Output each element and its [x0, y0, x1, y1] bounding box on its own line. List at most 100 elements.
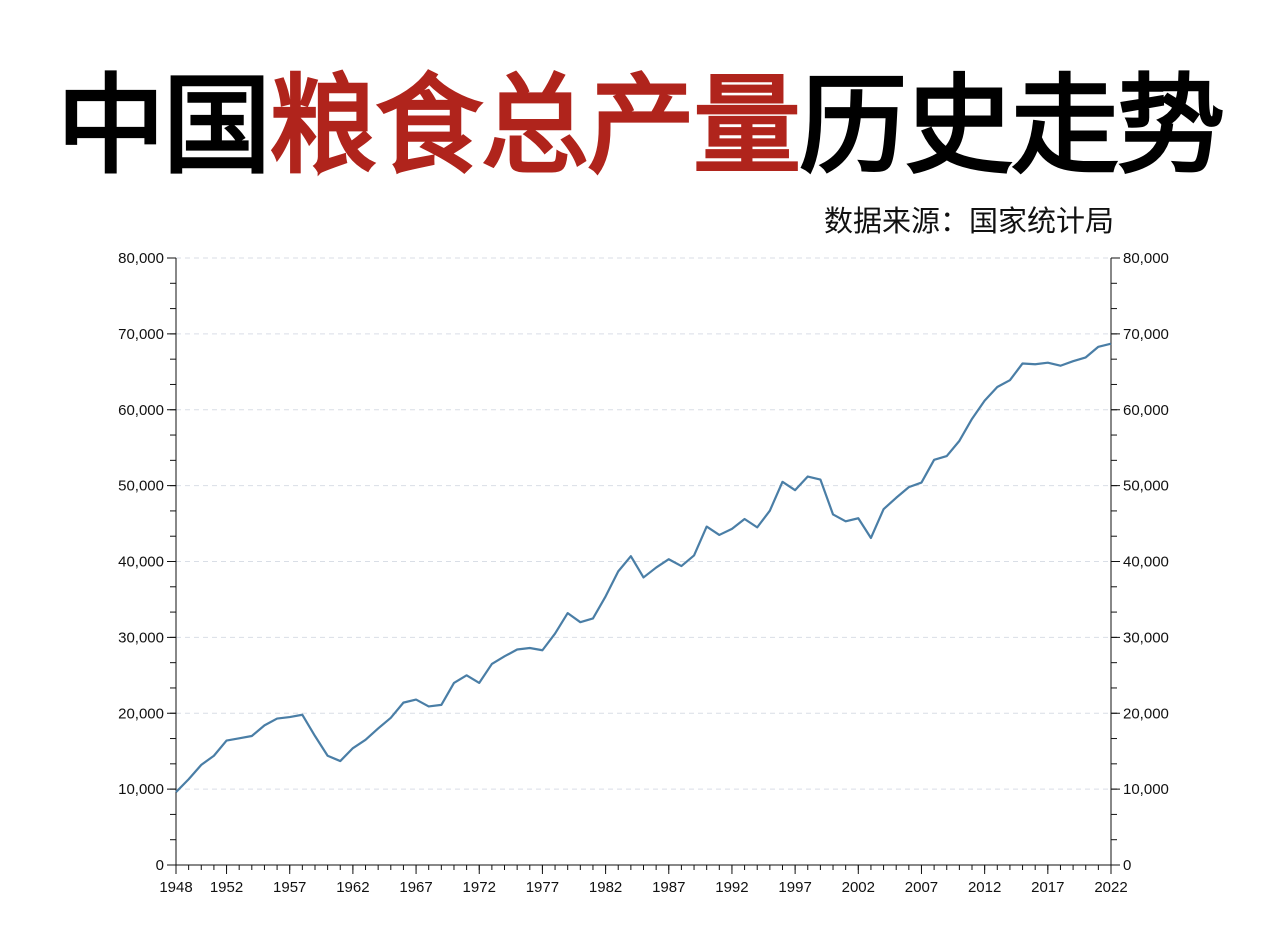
- y-tick-label-right: 50,000: [1123, 478, 1169, 495]
- y-tick-label-left: 80,000: [118, 250, 164, 267]
- x-tick-label: 2022: [1094, 879, 1127, 896]
- data-point: [352, 747, 354, 749]
- x-tick-label: 1952: [210, 879, 243, 896]
- data-point: [794, 489, 796, 491]
- y-tick-label-right: 20,000: [1123, 705, 1169, 722]
- data-point: [402, 701, 404, 703]
- data-point: [566, 612, 568, 614]
- data-point: [529, 647, 531, 649]
- data-point: [996, 386, 998, 388]
- x-tick-label: 2007: [905, 879, 938, 896]
- x-tick-label: 1972: [463, 879, 496, 896]
- data-point: [604, 595, 606, 597]
- y-tick-label-left: 50,000: [118, 478, 164, 495]
- data-point: [693, 554, 695, 556]
- y-tick-label-left: 0: [156, 857, 164, 874]
- data-point: [642, 576, 644, 578]
- y-tick-label-left: 20,000: [118, 705, 164, 722]
- y-tick-label-right: 80,000: [1123, 250, 1169, 267]
- data-point: [213, 755, 215, 757]
- data-point: [263, 724, 265, 726]
- data-point: [225, 739, 227, 741]
- data-source-note: 数据来源：国家统计局: [823, 204, 1114, 238]
- series-layer: [175, 342, 1112, 793]
- data-point: [326, 755, 328, 757]
- x-tick-label: 2012: [968, 879, 1001, 896]
- x-tick-label: 2017: [1031, 879, 1064, 896]
- data-point: [743, 518, 745, 520]
- y-tick-label-left: 40,000: [118, 554, 164, 571]
- data-point: [503, 655, 505, 657]
- data-point: [516, 648, 518, 650]
- data-point: [200, 764, 202, 766]
- data-point: [175, 791, 177, 793]
- data-point: [339, 760, 341, 762]
- data-point: [251, 735, 253, 737]
- data-point: [882, 508, 884, 510]
- data-point: [1085, 356, 1087, 358]
- data-point: [895, 497, 897, 499]
- x-tick-label: 1982: [589, 879, 622, 896]
- title-part-grain-output: 粮食总产量: [268, 64, 801, 189]
- y-tick-label-right: 70,000: [1123, 326, 1169, 343]
- data-point: [933, 459, 935, 461]
- data-point: [1034, 363, 1036, 365]
- x-tick-label: 1967: [399, 879, 432, 896]
- x-tick-label: 1962: [336, 879, 369, 896]
- data-point: [377, 727, 379, 729]
- data-point: [769, 509, 771, 511]
- y-tick-label-left: 70,000: [118, 326, 164, 343]
- data-point: [1072, 360, 1074, 362]
- data-point: [857, 517, 859, 519]
- y-tick-label-left: 10,000: [118, 781, 164, 798]
- data-point: [630, 555, 632, 557]
- data-point: [364, 739, 366, 741]
- axes: 0 0 10,000 10,000 20,000 20,000 30,000 30,000 40…: [118, 250, 1169, 896]
- data-point: [554, 632, 556, 634]
- data-point: [314, 735, 316, 737]
- x-tick-label: 1957: [273, 879, 306, 896]
- y-tick-label-right: 30,000: [1123, 629, 1169, 646]
- data-point: [238, 737, 240, 739]
- data-point: [428, 705, 430, 707]
- data-point: [579, 621, 581, 623]
- y-tick-label-right: 10,000: [1123, 781, 1169, 798]
- page-title: 中国粮食总产量历史走势: [0, 62, 1280, 192]
- data-point: [832, 513, 834, 515]
- data-point: [1021, 362, 1023, 364]
- data-point: [655, 566, 657, 568]
- data-point: [276, 717, 278, 719]
- data-point: [390, 717, 392, 719]
- y-tick-label-left: 30,000: [118, 629, 164, 646]
- y-tick-label-left: 60,000: [118, 402, 164, 419]
- data-point: [1097, 346, 1099, 348]
- data-point: [781, 481, 783, 483]
- data-point: [807, 475, 809, 477]
- x-tick-label: 1997: [778, 879, 811, 896]
- data-point: [756, 526, 758, 528]
- data-point: [946, 455, 948, 457]
- data-point: [844, 520, 846, 522]
- data-point: [453, 682, 455, 684]
- data-point: [870, 537, 872, 539]
- y-tick-label-right: 60,000: [1123, 402, 1169, 419]
- data-point: [301, 714, 303, 716]
- data-point: [541, 649, 543, 651]
- data-point: [1009, 379, 1011, 381]
- title-part-country: 中国: [56, 64, 271, 189]
- x-tick-label: 1948: [159, 879, 192, 896]
- data-point: [465, 674, 467, 676]
- data-point: [971, 418, 973, 420]
- data-point: [289, 716, 291, 718]
- data-point: [440, 704, 442, 706]
- data-point: [617, 570, 619, 572]
- y-tick-label-right: 40,000: [1123, 554, 1169, 571]
- data-point: [478, 682, 480, 684]
- x-tick-label: 1992: [715, 879, 748, 896]
- data-point: [705, 525, 707, 527]
- data-point: [731, 528, 733, 530]
- data-point: [958, 440, 960, 442]
- data-point: [920, 481, 922, 483]
- data-point: [187, 778, 189, 780]
